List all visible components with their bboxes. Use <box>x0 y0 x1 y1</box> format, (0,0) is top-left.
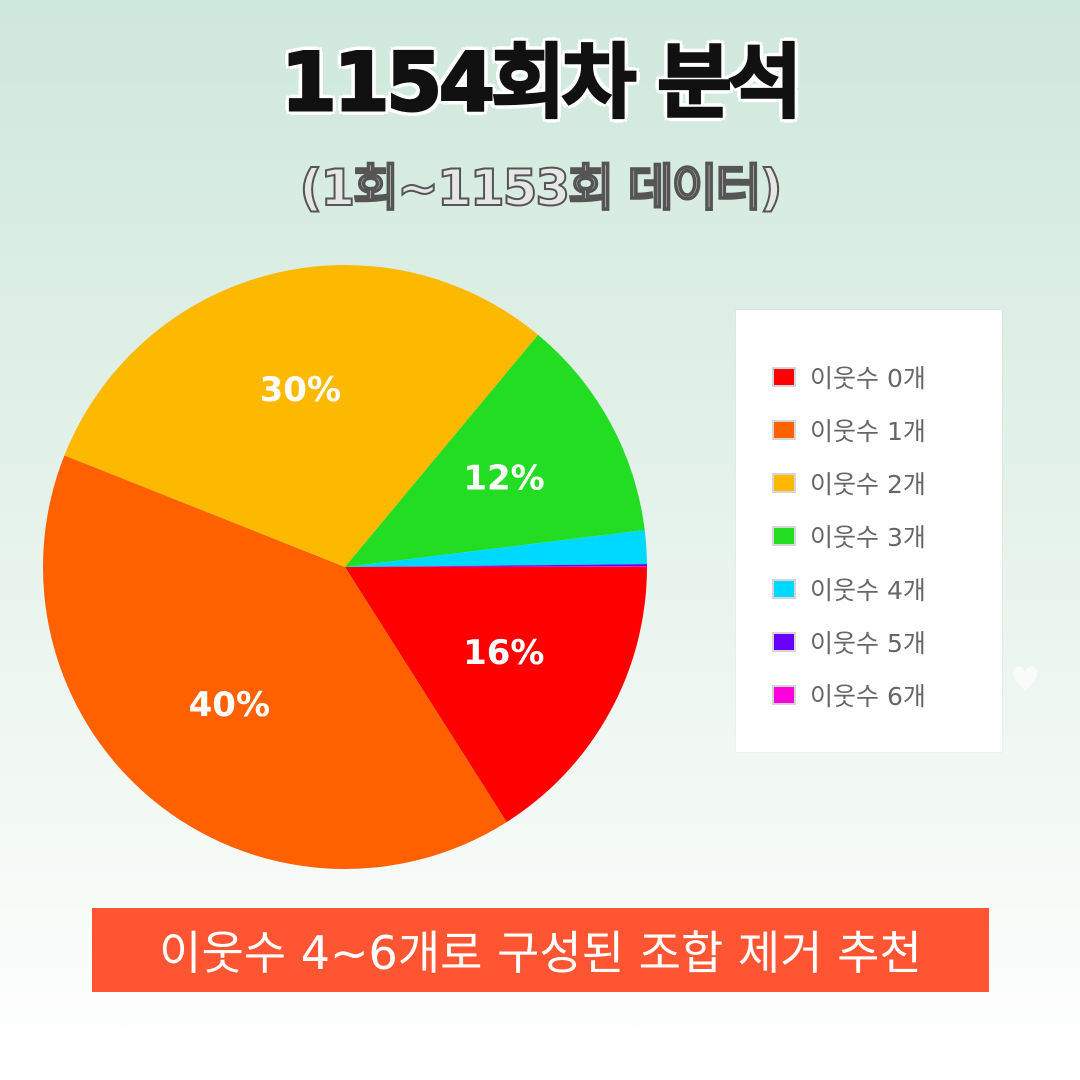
legend-label: 이웃수 6개 <box>810 681 926 711</box>
legend-swatch <box>772 419 796 440</box>
legend-item: 이웃수 5개 <box>772 615 1002 668</box>
legend-item: 이웃수 3개 <box>772 509 1002 562</box>
legend-swatch <box>772 525 796 546</box>
page-title: 1154회차 분석 <box>280 35 804 131</box>
pie-slice-3 <box>345 334 645 567</box>
legend-swatch <box>772 631 796 652</box>
legend-label: 이웃수 1개 <box>810 416 926 446</box>
legend-item: 이웃수 1개 <box>772 403 1002 456</box>
legend-label: 이웃수 3개 <box>810 522 926 552</box>
pie-slice-5 <box>345 564 647 567</box>
legend-item: 이웃수 6개 <box>772 668 1002 721</box>
legend-swatch <box>772 578 796 599</box>
legend-label: 이웃수 2개 <box>810 469 926 499</box>
legend-label: 이웃수 4개 <box>810 575 926 605</box>
page-subtitle: (1회~1153회 데이터) <box>299 158 784 218</box>
pie-slice-1 <box>43 455 507 869</box>
legend-item: 이웃수 2개 <box>772 456 1002 509</box>
legend-item: 이웃수 0개 <box>772 350 1002 403</box>
pie-label-2: 30% <box>260 370 341 410</box>
legend-swatch <box>772 472 796 493</box>
heart-decoration-icon: ♥ <box>1010 660 1041 700</box>
pie-label-1: 40% <box>189 685 270 725</box>
legend-item: 이웃수 4개 <box>772 562 1002 615</box>
recommendation-banner: 이웃수 4~6개로 구성된 조합 제거 추천 <box>92 908 989 992</box>
legend-swatch <box>772 684 796 705</box>
pie-label-3: 12% <box>463 459 544 499</box>
legend-label: 이웃수 5개 <box>810 628 926 658</box>
pie-slice-0 <box>345 567 647 823</box>
legend-swatch <box>772 366 796 387</box>
pie-label-0: 16% <box>463 633 544 673</box>
pie-slice-6 <box>345 566 647 567</box>
pie-slice-4 <box>345 530 647 567</box>
pie-slice-2 <box>64 265 539 567</box>
pie-chart: 16% 40% 30% 12% <box>43 265 647 869</box>
legend-label: 이웃수 0개 <box>810 363 926 393</box>
